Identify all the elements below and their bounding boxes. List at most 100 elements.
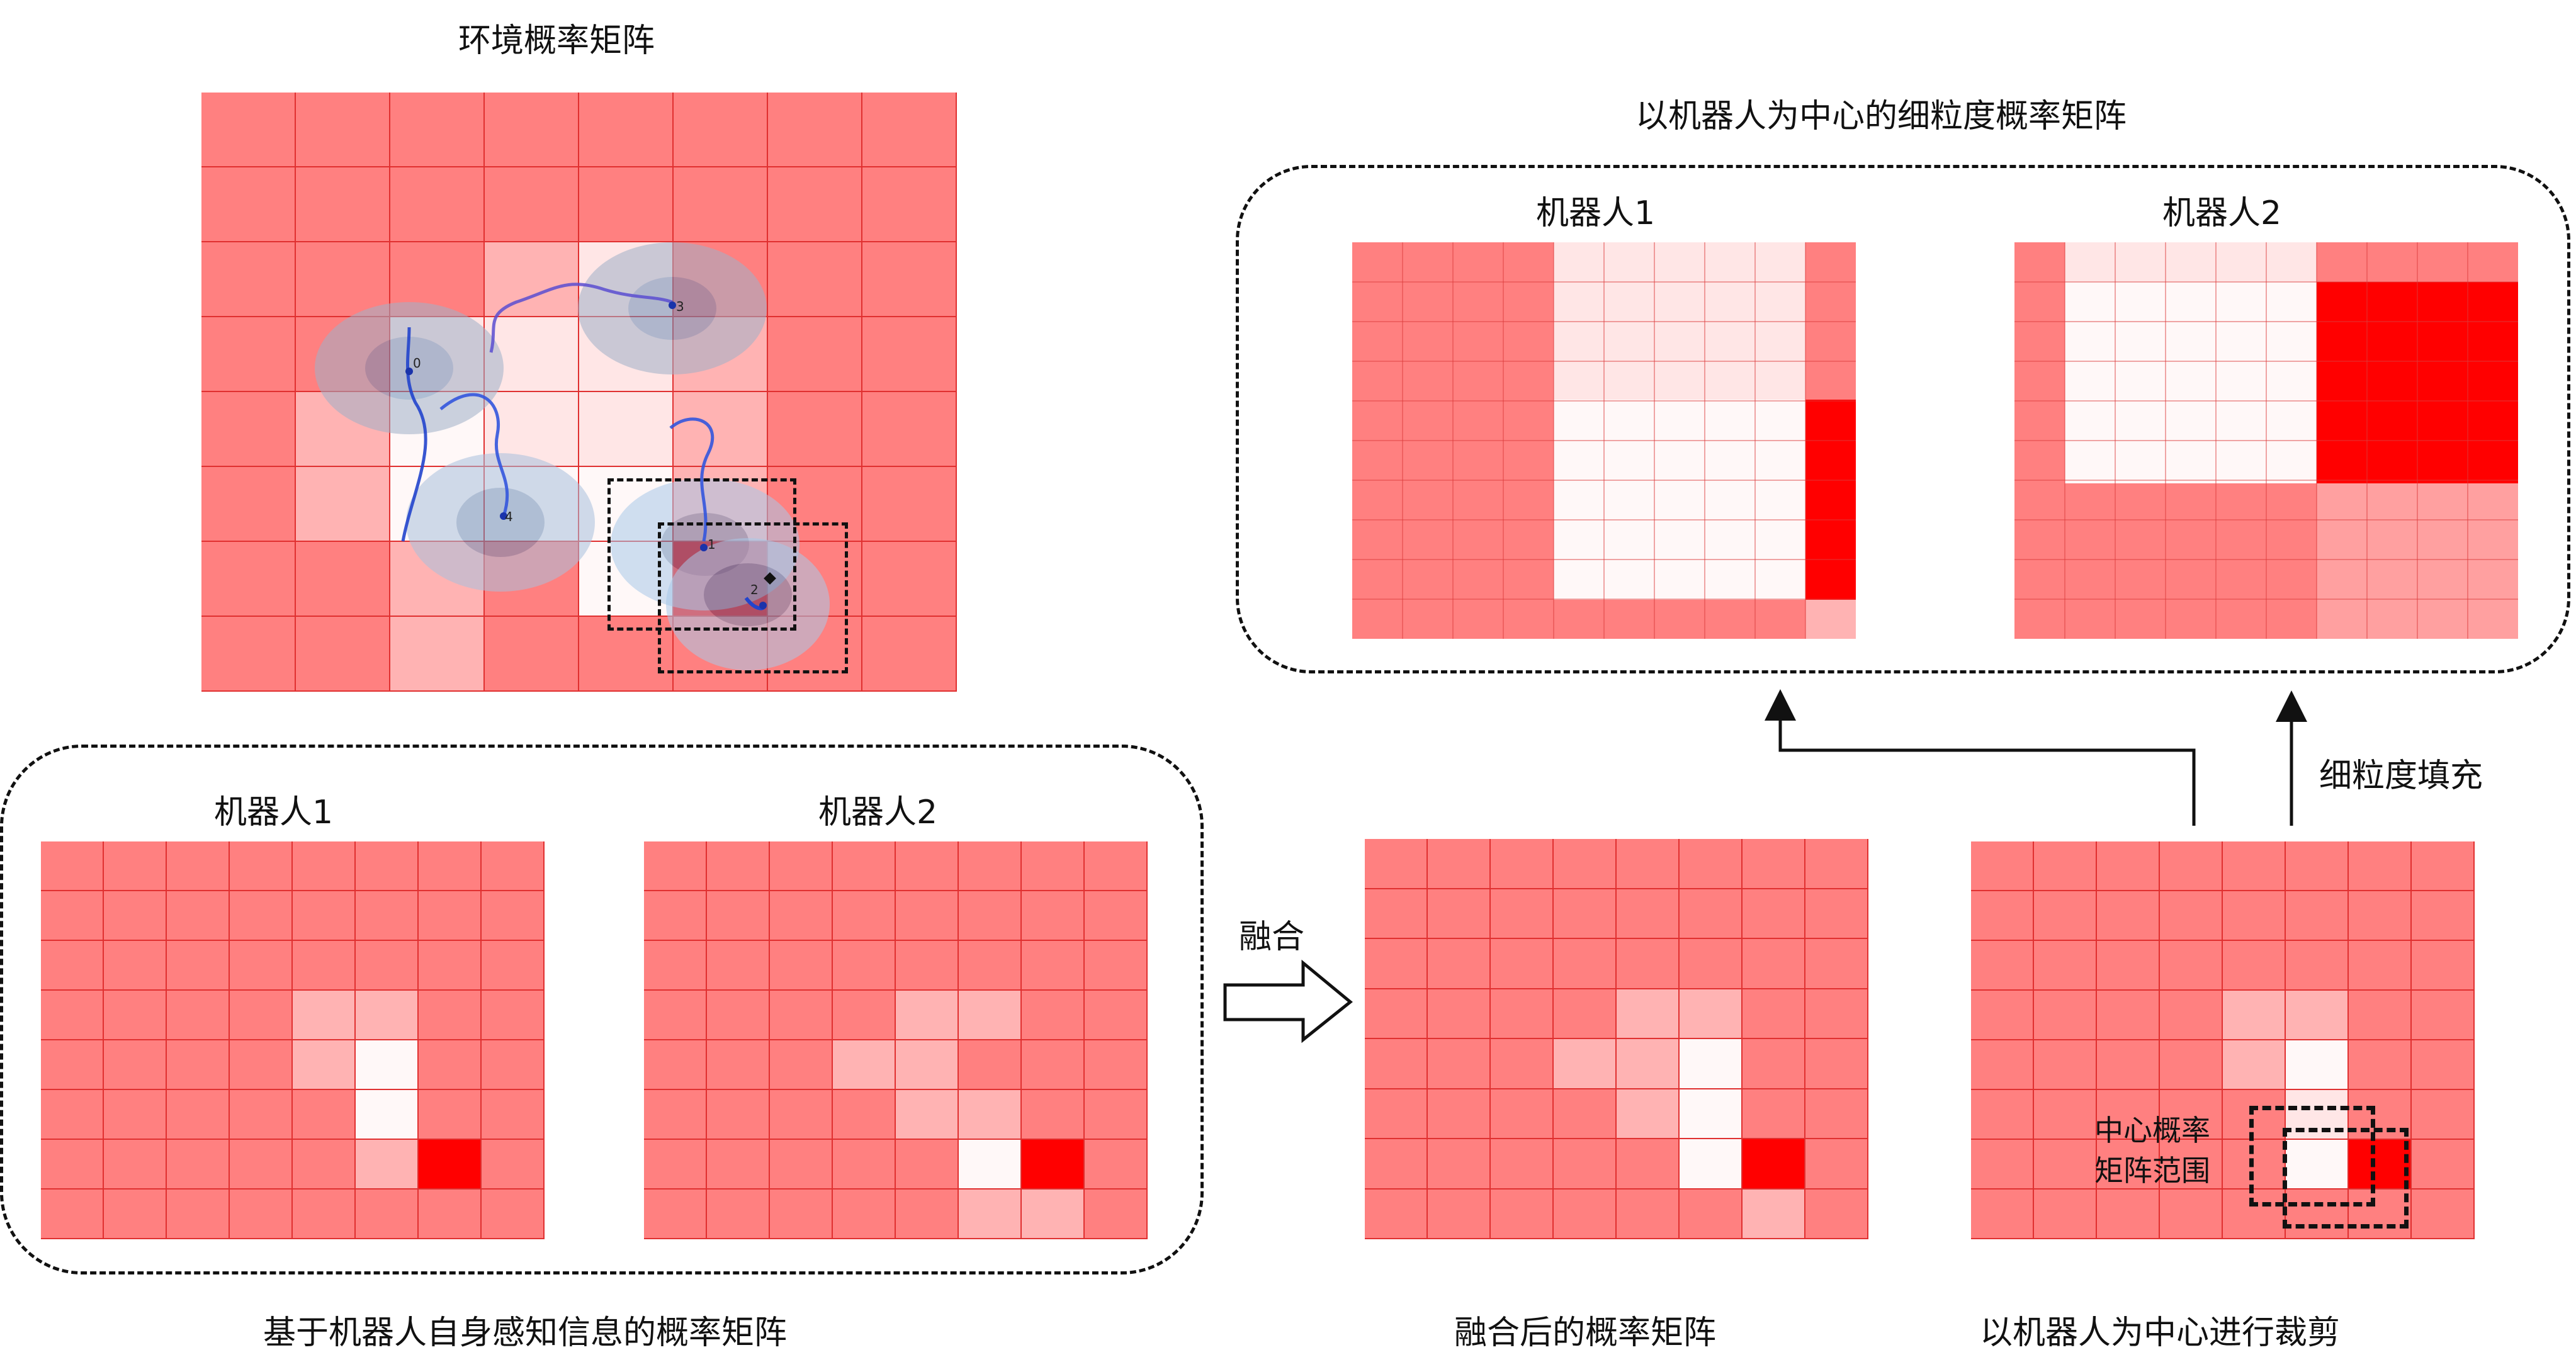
matrix-cell bbox=[2412, 891, 2475, 941]
matrix-cell bbox=[482, 1040, 545, 1090]
matrix-cell bbox=[2034, 841, 2097, 891]
matrix-cell bbox=[1491, 889, 1554, 939]
matrix-cell bbox=[1617, 1039, 1680, 1089]
matrix-cell bbox=[833, 1190, 896, 1239]
matrix-cell bbox=[896, 941, 959, 991]
matrix-cell bbox=[862, 317, 957, 392]
matrix-cell bbox=[2412, 841, 2475, 891]
matrix-cell bbox=[390, 167, 485, 242]
fine2-gridlines bbox=[2014, 242, 2518, 639]
matrix-cell bbox=[167, 1140, 230, 1190]
center-range-label-2: 矩阵范围 bbox=[2094, 1154, 2210, 1188]
fine-group-box bbox=[1236, 165, 2570, 673]
matrix-cell bbox=[167, 1090, 230, 1140]
matrix-cell bbox=[674, 242, 768, 317]
matrix-cell bbox=[770, 1090, 833, 1140]
matrix-cell bbox=[356, 941, 419, 991]
matrix-cell bbox=[1022, 991, 1085, 1040]
fine1-gridlines bbox=[1352, 242, 1856, 639]
matrix-cell bbox=[707, 841, 770, 891]
matrix-cell bbox=[770, 991, 833, 1040]
matrix-cell bbox=[1617, 889, 1680, 939]
matrix-cell bbox=[674, 392, 768, 467]
matrix-cell bbox=[2349, 1040, 2412, 1090]
matrix-cell bbox=[833, 841, 896, 891]
matrix-cell bbox=[896, 991, 959, 1040]
sense-caption: 基于机器人自身感知信息的概率矩阵 bbox=[263, 1314, 788, 1352]
matrix-cell bbox=[1428, 889, 1491, 939]
matrix-cell bbox=[896, 841, 959, 891]
matrix-cell bbox=[2412, 1090, 2475, 1140]
matrix-cell bbox=[482, 1190, 545, 1239]
matrix-cell bbox=[1617, 1139, 1680, 1190]
matrix-cell bbox=[485, 617, 579, 692]
matrix-cell bbox=[1805, 839, 1868, 889]
matrix-cell bbox=[862, 242, 957, 317]
matrix-cell bbox=[2097, 941, 2160, 991]
matrix-cell bbox=[482, 1090, 545, 1140]
matrix-cell bbox=[2160, 991, 2223, 1040]
matrix-cell bbox=[104, 1140, 167, 1190]
matrix-cell bbox=[833, 941, 896, 991]
fine-matrix-robot2 bbox=[2014, 242, 2518, 639]
sense-matrix-robot1 bbox=[41, 841, 545, 1239]
matrix-cell bbox=[579, 317, 674, 392]
sense-group-box bbox=[0, 745, 1204, 1274]
matrix-cell bbox=[230, 941, 293, 991]
matrix-cell bbox=[2349, 891, 2412, 941]
sense-robot2-label: 机器人2 bbox=[818, 794, 938, 831]
matrix-cell bbox=[770, 941, 833, 991]
matrix-cell bbox=[1365, 1039, 1428, 1089]
matrix-cell bbox=[1554, 889, 1617, 939]
matrix-cell bbox=[862, 542, 957, 617]
matrix-cell bbox=[167, 891, 230, 941]
matrix-cell bbox=[356, 841, 419, 891]
matrix-cell bbox=[296, 542, 390, 617]
matrix-cell bbox=[2097, 1140, 2160, 1190]
matrix-cell bbox=[707, 1090, 770, 1140]
matrix-cell bbox=[41, 1190, 104, 1239]
fine1-obstacle bbox=[1805, 400, 1856, 600]
matrix-cell bbox=[1022, 941, 1085, 991]
matrix-cell bbox=[1428, 1089, 1491, 1139]
matrix-cell bbox=[2349, 941, 2412, 991]
matrix-cell bbox=[296, 467, 390, 542]
matrix-cell bbox=[1554, 1139, 1617, 1190]
matrix-cell bbox=[1085, 991, 1148, 1040]
matrix-cell bbox=[356, 1190, 419, 1239]
matrix-cell bbox=[293, 841, 356, 891]
fine2-obstacle bbox=[2317, 282, 2518, 483]
matrix-cell bbox=[1365, 1189, 1428, 1239]
matrix-cell bbox=[768, 317, 862, 392]
matrix-cell bbox=[2097, 1040, 2160, 1090]
matrix-cell bbox=[644, 841, 707, 891]
matrix-cell bbox=[1022, 1140, 1085, 1190]
matrix-cell bbox=[1680, 889, 1743, 939]
matrix-cell bbox=[2349, 991, 2412, 1040]
matrix-cell bbox=[579, 242, 674, 317]
matrix-cell bbox=[1971, 1140, 2034, 1190]
matrix-cell bbox=[1680, 989, 1743, 1039]
matrix-cell bbox=[2034, 941, 2097, 991]
matrix-cell bbox=[959, 1090, 1022, 1140]
matrix-cell bbox=[230, 1190, 293, 1239]
matrix-cell bbox=[1022, 1090, 1085, 1140]
matrix-cell bbox=[2034, 1090, 2097, 1140]
matrix-cell bbox=[1805, 989, 1868, 1039]
matrix-cell bbox=[1554, 939, 1617, 989]
center-range-label-1: 中心概率 bbox=[2094, 1113, 2210, 1147]
matrix-cell bbox=[482, 841, 545, 891]
matrix-cell bbox=[1085, 1040, 1148, 1090]
matrix-cell bbox=[201, 542, 296, 617]
matrix-cell bbox=[1085, 1190, 1148, 1239]
matrix-cell bbox=[833, 1090, 896, 1140]
matrix-cell bbox=[482, 891, 545, 941]
matrix-cell bbox=[2412, 1140, 2475, 1190]
matrix-cell bbox=[2034, 1190, 2097, 1239]
matrix-cell bbox=[1971, 841, 2034, 891]
matrix-cell bbox=[1085, 941, 1148, 991]
matrix-cell bbox=[1680, 1039, 1743, 1089]
matrix-cell bbox=[230, 891, 293, 941]
matrix-cell bbox=[674, 317, 768, 392]
matrix-cell bbox=[1554, 1089, 1617, 1139]
